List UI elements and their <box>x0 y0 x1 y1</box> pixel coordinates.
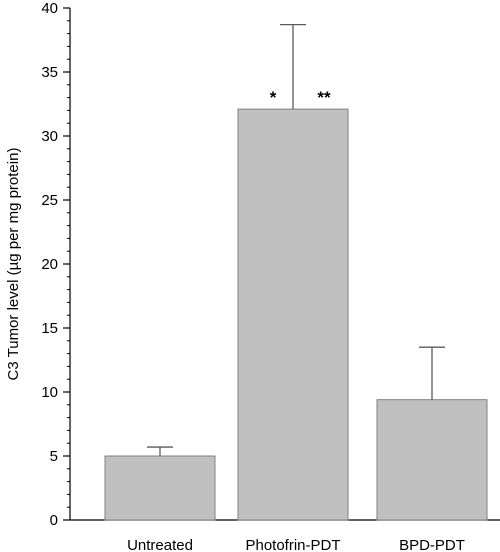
bar-untreated <box>104 455 216 521</box>
y-tick-label: 25 <box>41 192 58 209</box>
x-tick-label: BPD-PDT <box>399 537 465 552</box>
bars <box>104 108 488 521</box>
y-tick-label: 15 <box>41 320 58 337</box>
y-tick-label: 20 <box>41 256 58 273</box>
bar-photofrin-pdt <box>237 108 349 521</box>
y-axis-title: C3 Tumor level (µg per mg protein) <box>5 148 22 381</box>
y-tick-label: 0 <box>50 512 58 529</box>
x-tick-label: Photofrin-PDT <box>245 537 340 552</box>
significance-marker: ** <box>317 88 331 107</box>
x-tick-label: Untreated <box>127 537 193 552</box>
y-tick-label: 35 <box>41 64 58 81</box>
bar-bpd-pdt <box>376 399 488 521</box>
y-tick-label: 5 <box>50 448 58 465</box>
y-tick-label: 10 <box>41 384 58 401</box>
y-axis: 0 5 10 15 20 25 30 35 40 <box>41 0 71 529</box>
error-bars <box>147 23 445 456</box>
significance-marker: * <box>270 88 277 107</box>
y-tick-label: 40 <box>41 0 58 17</box>
y-tick-label: 30 <box>41 128 58 145</box>
x-axis: Untreated Photofrin-PDT BPD-PDT <box>70 519 500 552</box>
annotations: * ** <box>270 88 331 107</box>
